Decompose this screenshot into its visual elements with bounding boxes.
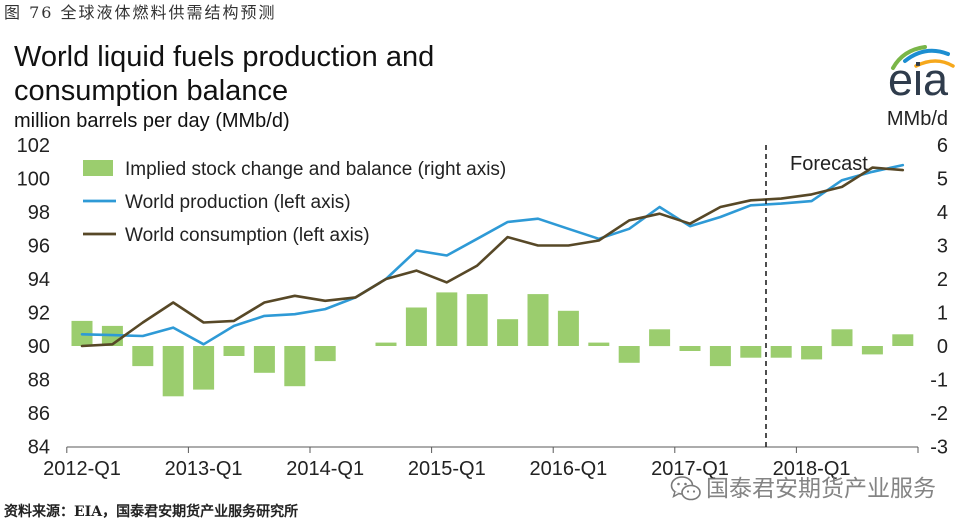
left-axis-tick-96: 96 xyxy=(28,236,50,258)
logo-arc-blue xyxy=(903,48,950,63)
world-production-line xyxy=(80,163,905,346)
balance-bar-2016-q3 xyxy=(618,346,640,363)
legend-item-balance: Implied stock change and balance (right … xyxy=(83,159,506,180)
balance-bars xyxy=(71,292,914,397)
watermark-text: 国泰君安期货产业服务 xyxy=(706,476,936,502)
legend-swatch-balance xyxy=(83,160,113,176)
balance-bar-2016-q2 xyxy=(588,342,610,346)
right-axis-unit: MMb/d xyxy=(887,108,948,130)
x-axis-tick-label-2017-q1: 2017-Q1 xyxy=(651,458,729,480)
legend-item-consumption: World consumption (left axis) xyxy=(83,225,370,246)
left-axis-tick-92: 92 xyxy=(28,303,50,325)
left-axis-tick-84: 84 xyxy=(28,437,50,459)
left-axis-tick-94: 94 xyxy=(28,269,50,291)
left-axis-tick-100: 100 xyxy=(17,169,50,191)
left-axis-tick-88: 88 xyxy=(28,370,50,392)
balance-bar-2015-q4 xyxy=(527,294,549,346)
legend-item-production: World production (left axis) xyxy=(83,192,351,213)
x-axis-tick-label-2016-q1: 2016-Q1 xyxy=(529,458,607,480)
right-axis-tick-3: 3 xyxy=(937,236,948,258)
x-axis-tick-label-2015-q1: 2015-Q1 xyxy=(408,458,486,480)
right-axis-tick-2: 2 xyxy=(937,269,948,291)
balance-bar-2018-q1 xyxy=(801,346,823,360)
balance-bar-2017-q4 xyxy=(770,346,792,358)
balance-bar-2015-q2 xyxy=(466,294,488,346)
balance-bar-2014-q3 xyxy=(375,342,397,346)
chart-title: World liquid fuels production and consum… xyxy=(14,41,435,107)
legend-label-consumption: World consumption (left axis) xyxy=(125,225,370,246)
balance-bar-2013-q1 xyxy=(193,346,215,390)
left-axis-labels: 84 86 88 90 92 94 96 98 100 102 xyxy=(17,135,50,459)
balance-bar-2016-q4 xyxy=(649,329,671,347)
x-axis-tick-label-2013-q1: 2013-Q1 xyxy=(165,458,243,480)
wechat-icon xyxy=(670,476,701,501)
x-axis-ticks: 2012-Q1 2013-Q1 2014-Q1 2015-Q1 2016-Q1 2017-… xyxy=(43,447,919,480)
balance-bar-2012-q3 xyxy=(132,346,154,367)
balance-bar-2012-q4 xyxy=(162,346,184,397)
right-axis-tick-6: 6 xyxy=(937,135,948,157)
balance-bar-2018-q4 xyxy=(892,334,914,346)
right-axis-tick-5: 5 xyxy=(937,169,948,191)
right-axis-tick-0: 0 xyxy=(937,336,948,358)
right-axis-labels: -3 -2 -1 0 1 2 3 4 5 6 xyxy=(930,135,948,459)
right-axis-tick--3: -3 xyxy=(930,437,948,459)
right-axis-tick--1: -1 xyxy=(930,370,948,392)
eia-logo: eia xyxy=(888,45,955,105)
balance-bar-2014-q1 xyxy=(314,346,336,362)
x-axis-tick-label-2018-q1: 2018-Q1 xyxy=(773,458,851,480)
balance-bar-2015-q3 xyxy=(497,319,519,346)
x-axis-tick-label-2014-q1: 2014-Q1 xyxy=(286,458,364,480)
balance-bar-2015-q1 xyxy=(436,292,458,346)
balance-bar-2014-q4 xyxy=(405,307,427,346)
forecast-label: Forecast xyxy=(790,153,868,175)
source-note: 资料来源：EIA，国泰君安期货产业服务研究所 xyxy=(4,504,299,520)
x-axis-tick-label-2012-q1: 2012-Q1 xyxy=(43,458,121,480)
right-axis-tick-1: 1 xyxy=(937,303,948,325)
logo-arc-orange xyxy=(914,59,955,68)
right-axis-tick--2: -2 xyxy=(930,403,948,425)
legend: Implied stock change and balance (right … xyxy=(83,159,506,246)
balance-bar-2018-q2 xyxy=(831,329,853,347)
right-axis-tick-4: 4 xyxy=(937,202,948,224)
chart-subtitle: million barrels per day (MMb/d) xyxy=(14,110,290,132)
balance-bar-2013-q3 xyxy=(253,346,275,373)
logo-text: eia xyxy=(888,54,949,105)
legend-label-production: World production (left axis) xyxy=(125,192,351,213)
balance-bar-2018-q3 xyxy=(861,346,883,355)
watermark: 国泰君安期货产业服务 xyxy=(670,474,966,504)
balance-bar-2013-q4 xyxy=(284,346,306,387)
left-axis-tick-98: 98 xyxy=(28,202,50,224)
left-axis-tick-102: 102 xyxy=(17,135,50,157)
logo-arc-green xyxy=(891,45,927,70)
legend-label-balance: Implied stock change and balance (right … xyxy=(125,159,506,180)
figure-caption: 图 76 全球液体燃料供需结构预测 xyxy=(4,3,277,22)
balance-bar-2017-q2 xyxy=(709,346,731,367)
left-axis-tick-86: 86 xyxy=(28,403,50,425)
balance-bar-2017-q3 xyxy=(740,346,762,358)
balance-bar-2013-q2 xyxy=(223,346,245,356)
left-axis-tick-90: 90 xyxy=(28,336,50,358)
balance-bar-2017-q1 xyxy=(679,346,701,351)
balance-bar-2016-q1 xyxy=(557,310,579,346)
